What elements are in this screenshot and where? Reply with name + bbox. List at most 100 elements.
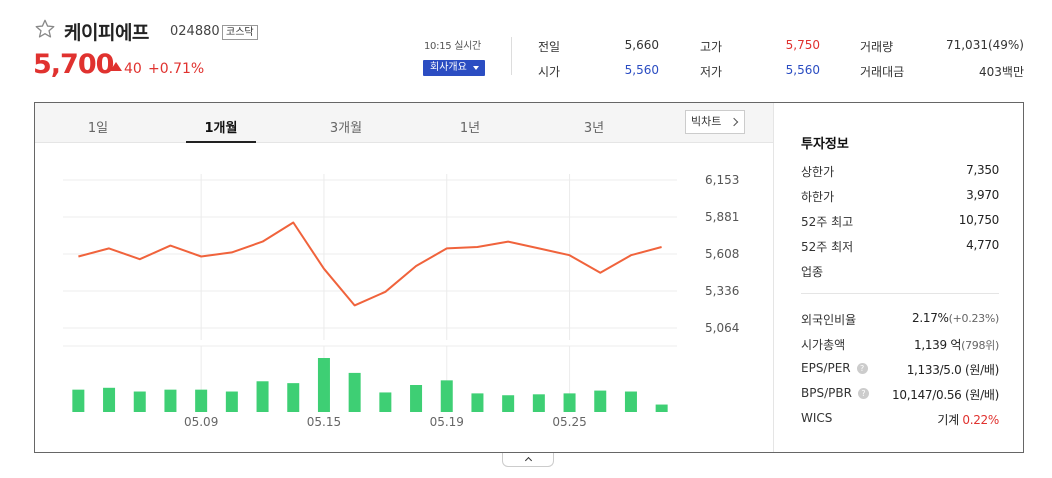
chart-grid: [63, 174, 677, 412]
foreign-rate: 2.17%: [912, 311, 949, 325]
mcap-amount: 1,139 억: [913, 338, 962, 352]
open-label: 시가: [538, 65, 561, 79]
help-icon[interactable]: ?: [856, 363, 868, 374]
volume-bar: [594, 390, 607, 412]
help-icon[interactable]: ?: [857, 388, 869, 399]
foreign-label: 외국인비율: [801, 313, 857, 327]
realtime-label: 10:15 실시간: [424, 41, 481, 52]
low-label: 저가: [700, 65, 723, 79]
upper-limit-row: 상한가 7,350: [801, 163, 999, 179]
active-tab-indicator: [186, 141, 256, 143]
bps-row: BPS/PBR? 10,147/0.56 (원/배): [801, 386, 999, 402]
x-tick-label: 05.19: [430, 415, 464, 429]
company-overview-label: 회사개요: [430, 62, 467, 73]
sector-row: 업종: [801, 263, 999, 279]
low-value: 5,560: [785, 63, 820, 77]
volume-bar: [103, 387, 116, 412]
amount-label: 거래대금: [860, 65, 905, 79]
volume-bar: [502, 395, 515, 412]
prev-close-value: 5,660: [624, 38, 659, 52]
volume-bar: [379, 392, 392, 412]
volume-bar: [287, 383, 300, 412]
volume-bars: [72, 358, 668, 412]
price-chart[interactable]: 6,153 5,881 5,608 5,336 5,064 05.09 05.15 05.1…: [35, 144, 773, 452]
up-triangle-icon: [110, 62, 122, 71]
info-divider: [801, 293, 999, 294]
wics-row: WICS 기계 0.22%: [801, 411, 999, 427]
tab-3month[interactable]: 3개월: [329, 121, 363, 136]
w52-high-label: 52주 최고: [801, 215, 854, 229]
price-line: [78, 221, 662, 307]
company-overview-button[interactable]: 회사개요: [423, 60, 485, 76]
x-tick-label: 05.09: [184, 415, 218, 429]
investment-info: 투자정보 상한가 7,350 하한가 3,970 52주 최고 10,750 5…: [773, 103, 1024, 452]
big-chart-label: 빅차트: [691, 115, 722, 128]
star-icon[interactable]: [34, 18, 56, 40]
wics-rate: 0.22%: [962, 413, 999, 427]
big-chart-button[interactable]: 빅차트: [685, 110, 745, 134]
period-tabs: 1일 1개월 3개월 1년 3년 빅차트: [35, 103, 773, 143]
eps-label: EPS/PER?: [801, 361, 868, 375]
x-tick-label: 05.25: [552, 415, 586, 429]
volume-bar: [317, 358, 330, 412]
w52-low-label: 52주 최저: [801, 240, 854, 254]
y-tick-label: 5,608: [705, 247, 739, 261]
w52-low-value: 4,770: [966, 238, 999, 252]
eps-label-text: EPS/PER: [801, 361, 851, 375]
y-axis-ticks: 6,153 5,881 5,608 5,336 5,064: [705, 173, 739, 335]
volume-label: 거래량: [860, 40, 894, 54]
tab-3year[interactable]: 3년: [583, 121, 605, 136]
stock-name: 케이피에프: [64, 22, 149, 44]
y-tick-label: 6,153: [705, 173, 739, 187]
volume-value: 71,031(49%): [945, 38, 1024, 52]
amount-value: 403백만: [979, 65, 1024, 79]
w52-high-value: 10,750: [958, 213, 1000, 227]
foreign-value: 2.17%(+0.23%): [912, 311, 999, 325]
eps-row: EPS/PER? 1,133/5.0 (원/배): [801, 361, 999, 377]
volume-bar: [133, 391, 146, 412]
y-tick-label: 5,064: [705, 321, 739, 335]
volume-bar: [471, 393, 484, 412]
mcap-value: 1,139 억(798위): [914, 336, 999, 353]
chevron-right-icon: [729, 117, 739, 127]
volume-bar: [563, 393, 576, 412]
volume-bar: [256, 381, 269, 412]
open-value: 5,560: [624, 63, 659, 77]
volume-bar: [655, 404, 668, 412]
w52-high-row: 52주 최고 10,750: [801, 213, 999, 229]
collapse-button[interactable]: [502, 453, 554, 467]
volume-bar: [195, 389, 208, 412]
high-label: 고가: [700, 40, 723, 54]
volume-bar: [532, 394, 545, 412]
tab-1day[interactable]: 1일: [87, 121, 109, 136]
x-tick-label: 05.15: [307, 415, 341, 429]
stock-code: 024880: [170, 24, 220, 39]
wics-label: WICS: [801, 411, 833, 425]
price-change: 40: [124, 61, 142, 77]
tab-1year[interactable]: 1년: [459, 121, 481, 136]
volume-bar: [410, 385, 423, 412]
chevron-up-icon: [524, 456, 533, 465]
volume-bar: [624, 391, 637, 412]
lower-limit-value: 3,970: [966, 188, 999, 202]
tab-1month[interactable]: 1개월: [204, 121, 238, 136]
mcap-rank: (798위): [961, 339, 999, 352]
chart-panel: 1일 1개월 3개월 1년 3년 빅차트 6,153 5,881 5,608 5,33…: [34, 102, 1024, 453]
bps-value: 10,147/0.56 (원/배): [892, 388, 999, 402]
volume-bar: [348, 372, 361, 412]
mcap-label: 시가총액: [801, 338, 846, 352]
change-rate: +0.71%: [148, 61, 205, 77]
bps-label: BPS/PBR?: [801, 386, 869, 400]
upper-limit-value: 7,350: [966, 163, 999, 177]
investment-info-title: 투자정보: [801, 137, 849, 152]
y-tick-label: 5,336: [705, 284, 739, 298]
upper-limit-label: 상한가: [801, 165, 835, 179]
lower-limit-label: 하한가: [801, 190, 835, 204]
x-axis-ticks: 05.09 05.15 05.19 05.25: [184, 415, 587, 429]
wics-value: 기계 0.22%: [937, 411, 999, 428]
market-badge: 코스닥: [222, 25, 258, 40]
volume-bar: [164, 389, 177, 412]
eps-value: 1,133/5.0 (원/배): [906, 363, 1000, 377]
stock-header: 케이피에프 024880 코스닥 5,700 40 +0.71% 10:15 실…: [0, 0, 1052, 100]
volume-bar: [225, 391, 238, 412]
